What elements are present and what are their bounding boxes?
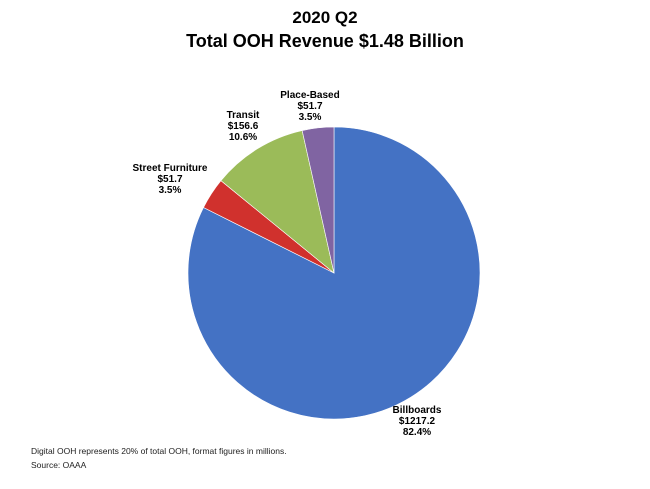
slice-label-percent: 82.4%: [402, 427, 432, 438]
footnote: Digital OOH represents 20% of total OOH,…: [31, 446, 287, 456]
slice-label-place-based: Place-Based $51.7 3.5%: [270, 90, 350, 123]
slice-label-name: Place-Based: [280, 90, 340, 101]
slice-label-percent: 3.5%: [298, 112, 322, 123]
slice-label-value: $1217.2: [398, 416, 436, 427]
slice-label-value: $51.7: [297, 101, 323, 112]
pie-slice-transit: [220, 130, 335, 274]
pie-slice-place-based: [301, 126, 335, 274]
source-note: Source: OAAA: [31, 460, 87, 470]
slice-label-name: Billboards: [392, 405, 442, 416]
slice-label-name: Street Furniture: [132, 163, 208, 174]
slice-label-value: $156.6: [227, 121, 259, 132]
slice-label-value: $51.7: [157, 174, 183, 185]
chart-title: 2020 Q2: [292, 8, 358, 27]
slice-label-billboards: Billboards $1217.2 82.4%: [372, 405, 462, 438]
slice-label-street-furniture: Street Furniture $51.7 3.5%: [114, 163, 226, 196]
slice-label-percent: 10.6%: [228, 132, 258, 143]
slice-label-name: Transit: [226, 110, 260, 121]
slice-label-transit: Transit $156.6 10.6%: [213, 110, 273, 143]
chart-subtitle: Total OOH Revenue $1.48 Billion: [186, 31, 464, 51]
slice-label-percent: 3.5%: [158, 185, 182, 196]
